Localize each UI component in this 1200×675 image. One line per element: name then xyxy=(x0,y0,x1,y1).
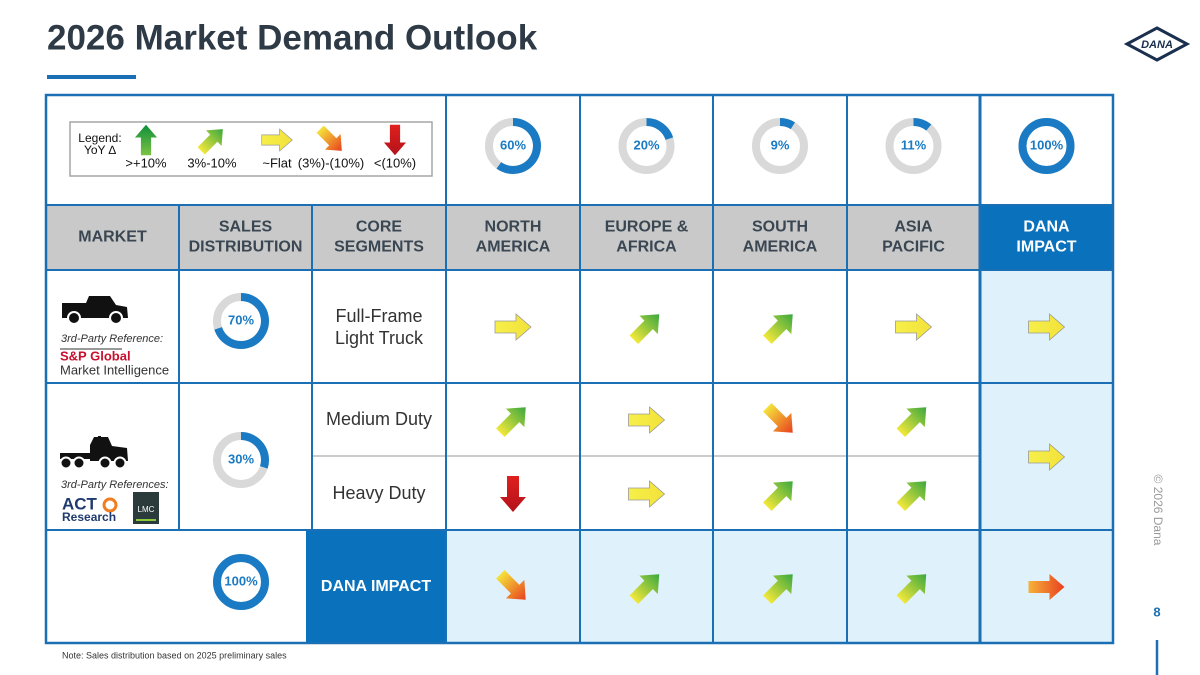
trend-arrow xyxy=(494,313,532,341)
trend-arrow xyxy=(763,314,793,344)
legend-label: ~Flat xyxy=(262,155,292,170)
lmc-logo-stripe xyxy=(136,519,156,521)
trend-arrow xyxy=(629,314,660,344)
donut-label: 20% xyxy=(633,137,659,152)
trend-arrow xyxy=(895,313,933,341)
reference: ACT xyxy=(62,494,98,513)
legend-label: >+10% xyxy=(125,155,167,170)
trend-arrow xyxy=(628,480,666,508)
column-header: IMPACT xyxy=(1016,239,1076,256)
donut-arc xyxy=(240,432,269,469)
donut-label: 11% xyxy=(901,137,927,152)
column-header: PACIFIC xyxy=(882,239,945,256)
column-header: ASIA xyxy=(894,219,933,236)
trend-arrow xyxy=(763,403,793,433)
donut-arc xyxy=(1018,118,1075,174)
reference-label: 3rd-Party References: xyxy=(61,479,169,491)
total-label: DANA IMPACT xyxy=(321,578,431,595)
segment: Full-Frame xyxy=(335,306,422,326)
trend-arrow xyxy=(896,481,927,511)
title-underline xyxy=(47,75,136,79)
column-header: AMERICA xyxy=(476,239,551,256)
trend-arrow xyxy=(763,574,793,604)
column-header: SALES xyxy=(219,219,273,236)
header-row xyxy=(46,205,980,270)
table-grid xyxy=(44,93,1115,645)
column-header: EUROPE & xyxy=(605,219,689,236)
trend-arrow xyxy=(197,129,223,155)
table-border xyxy=(44,93,1115,645)
column-header: DANA xyxy=(1023,219,1070,236)
trend-arrow xyxy=(629,574,660,604)
column-header: SEGMENTS xyxy=(334,239,424,256)
donut-arc xyxy=(913,118,932,131)
donut-label: 100% xyxy=(224,573,258,588)
trend-arrow xyxy=(628,406,666,434)
page-number: 8 xyxy=(1153,604,1160,619)
legend-box xyxy=(69,121,433,177)
content: MARKET SALES DISTRIBUTION CORE SEGMENTS NORTH… xyxy=(60,118,1165,660)
column-header: NORTH xyxy=(485,219,542,236)
column-header: MARKET xyxy=(78,229,147,246)
trend-arrow xyxy=(896,574,927,604)
column-header: AFRICA xyxy=(616,239,677,256)
trend-arrow xyxy=(383,124,407,156)
note: Note: Sales distribution based on 2025 p… xyxy=(62,650,287,660)
reference: Research xyxy=(62,510,116,524)
title: 2026 Market Demand Outlook xyxy=(47,18,538,57)
legend-title: Legend: xyxy=(78,131,121,145)
donut-arc xyxy=(646,118,674,141)
trend-arrow xyxy=(500,476,526,512)
donut-arc xyxy=(496,118,541,174)
legend-title: YoY ∆ xyxy=(84,143,117,157)
donut-arc xyxy=(214,293,269,349)
reference: S&P Global xyxy=(60,348,131,363)
pickup-icon xyxy=(62,296,128,325)
column-header: CORE xyxy=(356,219,403,236)
trend-arrow xyxy=(496,407,526,437)
reference-label: 3rd-Party Reference: xyxy=(61,333,163,345)
segment: Heavy Duty xyxy=(332,483,425,503)
trend-arrow xyxy=(1028,574,1065,600)
segment: Medium Duty xyxy=(326,409,432,429)
trend-arrow xyxy=(316,125,342,151)
column-header: SOUTH xyxy=(752,219,808,236)
legend-label: <(10%) xyxy=(374,155,416,170)
reference: LMC xyxy=(138,505,155,514)
segment: Light Truck xyxy=(335,328,424,348)
donut-arc xyxy=(779,118,796,130)
trend-arrow xyxy=(496,570,526,600)
lmc-logo xyxy=(133,492,159,524)
column-header: DISTRIBUTION xyxy=(189,239,303,256)
trend-arrow xyxy=(1028,313,1066,341)
trend-arrow xyxy=(134,124,158,156)
trend-arrow xyxy=(261,128,293,152)
semi-truck-icon xyxy=(59,436,128,470)
trend-arrow xyxy=(896,407,927,437)
column-header: AMERICA xyxy=(743,239,818,256)
trend-arrow xyxy=(763,481,793,511)
legend-label: (3%)-(10%) xyxy=(298,155,364,170)
donut-label: 30% xyxy=(228,451,254,466)
copyright: © 2026 Dana xyxy=(1151,475,1165,546)
donut-label: 60% xyxy=(500,137,526,152)
donut-label: 9% xyxy=(771,137,790,152)
logo: DANA xyxy=(1123,26,1191,62)
trend-arrow xyxy=(1028,443,1066,471)
reference: Market Intelligence xyxy=(60,362,169,377)
header-dana xyxy=(980,205,1113,270)
legend-label: 3%-10% xyxy=(187,155,237,170)
donut-label: 70% xyxy=(228,312,254,327)
donut-label: 100% xyxy=(1030,137,1064,152)
total-label-cell xyxy=(306,530,446,643)
act-logo-mark xyxy=(102,497,118,513)
logo-text: DANA xyxy=(1141,39,1173,51)
donut-arc xyxy=(213,554,269,610)
